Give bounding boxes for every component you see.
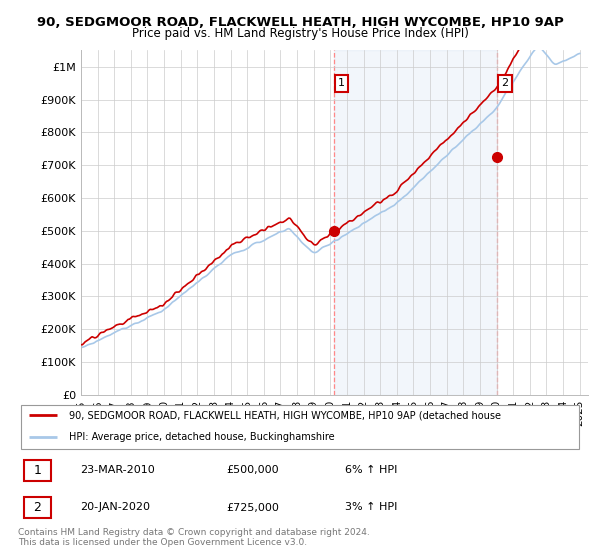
Text: £725,000: £725,000 [227,502,280,512]
Bar [334,50,497,395]
FancyBboxPatch shape [21,405,579,449]
Text: 3% ↑ HPI: 3% ↑ HPI [345,502,397,512]
Text: 1: 1 [338,78,345,88]
Text: 1: 1 [33,464,41,477]
Text: 2: 2 [502,78,509,88]
Text: 2: 2 [33,501,41,514]
Text: 23-MAR-2010: 23-MAR-2010 [80,465,155,475]
Text: 20-JAN-2020: 20-JAN-2020 [80,502,150,512]
FancyBboxPatch shape [23,460,51,481]
Text: 90, SEDGMOOR ROAD, FLACKWELL HEATH, HIGH WYCOMBE, HP10 9AP: 90, SEDGMOOR ROAD, FLACKWELL HEATH, HIGH… [37,16,563,29]
Text: 6% ↑ HPI: 6% ↑ HPI [345,465,397,475]
FancyBboxPatch shape [23,497,51,518]
Text: HPI: Average price, detached house, Buckinghamshire: HPI: Average price, detached house, Buck… [69,432,334,442]
Text: Price paid vs. HM Land Registry's House Price Index (HPI): Price paid vs. HM Land Registry's House … [131,27,469,40]
Text: £500,000: £500,000 [227,465,280,475]
Text: Contains HM Land Registry data © Crown copyright and database right 2024.
This d: Contains HM Land Registry data © Crown c… [18,528,370,547]
Text: 90, SEDGMOOR ROAD, FLACKWELL HEATH, HIGH WYCOMBE, HP10 9AP (detached house: 90, SEDGMOOR ROAD, FLACKWELL HEATH, HIGH… [69,410,501,420]
